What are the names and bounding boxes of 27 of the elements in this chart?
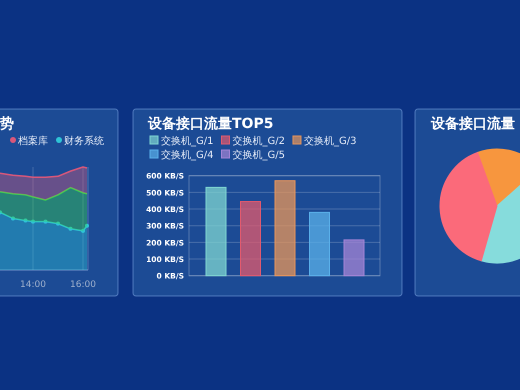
point	[31, 220, 35, 224]
legend-item: 交换机_G/5	[220, 150, 285, 161]
legend-item: 档案库	[10, 136, 48, 147]
x-tick-label: 14:00	[20, 280, 46, 290]
point	[11, 216, 15, 220]
point	[68, 226, 72, 231]
legend-label: 交换机_G/5	[232, 149, 285, 161]
x-tick-label: 16:00	[70, 280, 96, 290]
legend-item: 交换机_G/4	[150, 150, 214, 161]
chart-title: 设备接口流量	[430, 115, 515, 132]
point	[81, 228, 85, 233]
legend-label: 交换机_G/4	[161, 149, 214, 161]
legend-item: 交换机_G/3	[292, 136, 356, 147]
legend-label: 财务系统	[64, 135, 104, 147]
legend-label: 交换机_G/3	[304, 135, 356, 147]
chart-title: 设备接口流量TOP5	[147, 115, 274, 132]
point	[24, 218, 28, 223]
legend-item: 交换机_G/1	[150, 136, 214, 147]
legend-item: 财务系统	[56, 136, 104, 147]
point	[56, 222, 60, 226]
legend-label: 交换机_G/1	[161, 135, 214, 147]
point	[85, 224, 89, 228]
point	[44, 220, 48, 224]
legend-label: 档案库	[17, 135, 48, 147]
legend-label: 交换机_G/2	[232, 135, 285, 147]
chart-title: 势	[0, 116, 14, 132]
legend-item: 交换机_G/2	[220, 136, 285, 147]
